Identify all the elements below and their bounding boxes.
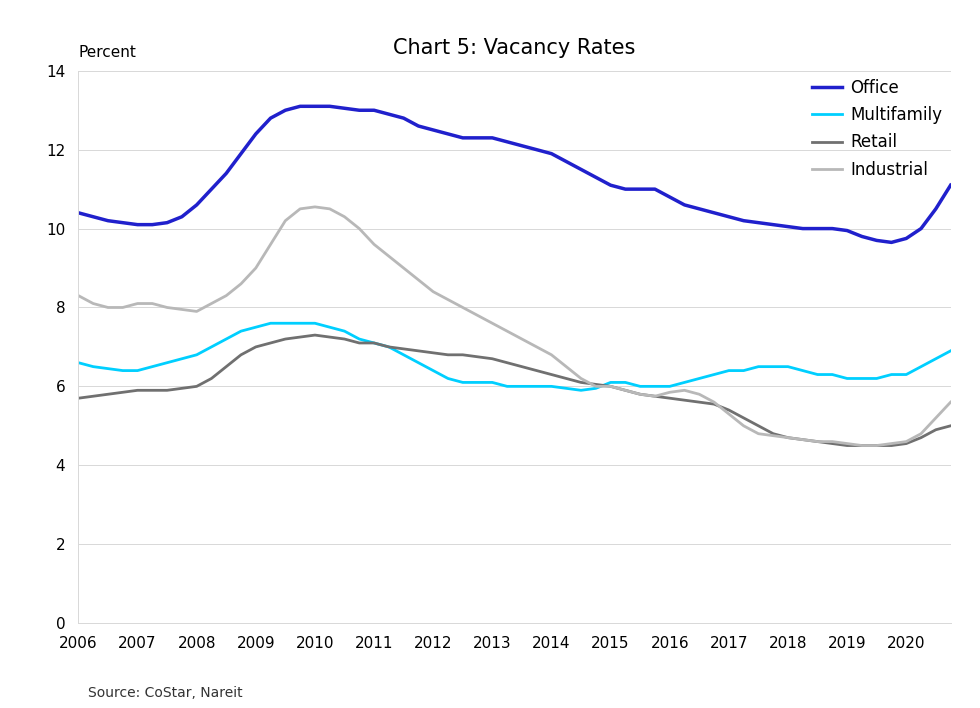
- Industrial: [368, 240, 380, 249]
- Retail: [220, 362, 232, 371]
- Industrial: [294, 205, 306, 213]
- Retail: [309, 331, 320, 339]
- Office: [634, 185, 646, 193]
- Title: Chart 5: Vacancy Rates: Chart 5: Vacancy Rates: [393, 38, 636, 58]
- Office: [220, 169, 232, 178]
- Multifamily: [649, 382, 661, 391]
- Multifamily: [73, 358, 84, 367]
- Legend: Office, Multifamily, Retail, Industrial: Office, Multifamily, Retail, Industrial: [812, 79, 942, 178]
- Industrial: [945, 398, 956, 406]
- Retail: [73, 394, 84, 402]
- Industrial: [856, 441, 867, 450]
- Office: [945, 181, 956, 190]
- Office: [309, 102, 320, 110]
- Line: Retail: Retail: [78, 335, 951, 445]
- Industrial: [339, 212, 351, 221]
- Retail: [841, 441, 853, 450]
- Multifamily: [265, 319, 276, 328]
- Office: [383, 110, 395, 118]
- Office: [886, 238, 898, 246]
- Retail: [945, 421, 956, 430]
- Retail: [294, 333, 306, 341]
- Office: [294, 102, 306, 110]
- Multifamily: [945, 347, 956, 355]
- Multifamily: [309, 319, 320, 328]
- Line: Multifamily: Multifamily: [78, 324, 951, 390]
- Office: [368, 106, 380, 115]
- Line: Industrial: Industrial: [78, 207, 951, 445]
- Retail: [368, 338, 380, 347]
- Industrial: [73, 292, 84, 300]
- Industrial: [634, 390, 646, 399]
- Industrial: [309, 202, 320, 211]
- Text: Percent: Percent: [78, 45, 136, 59]
- Retail: [634, 390, 646, 399]
- Industrial: [383, 252, 395, 261]
- Multifamily: [368, 338, 380, 347]
- Multifamily: [339, 327, 351, 336]
- Office: [339, 104, 351, 113]
- Multifamily: [220, 335, 232, 343]
- Industrial: [220, 292, 232, 300]
- Retail: [383, 343, 395, 351]
- Multifamily: [383, 343, 395, 351]
- Office: [73, 209, 84, 217]
- Retail: [339, 335, 351, 343]
- Line: Office: Office: [78, 106, 951, 242]
- Text: Source: CoStar, Nareit: Source: CoStar, Nareit: [88, 686, 243, 700]
- Multifamily: [575, 386, 587, 394]
